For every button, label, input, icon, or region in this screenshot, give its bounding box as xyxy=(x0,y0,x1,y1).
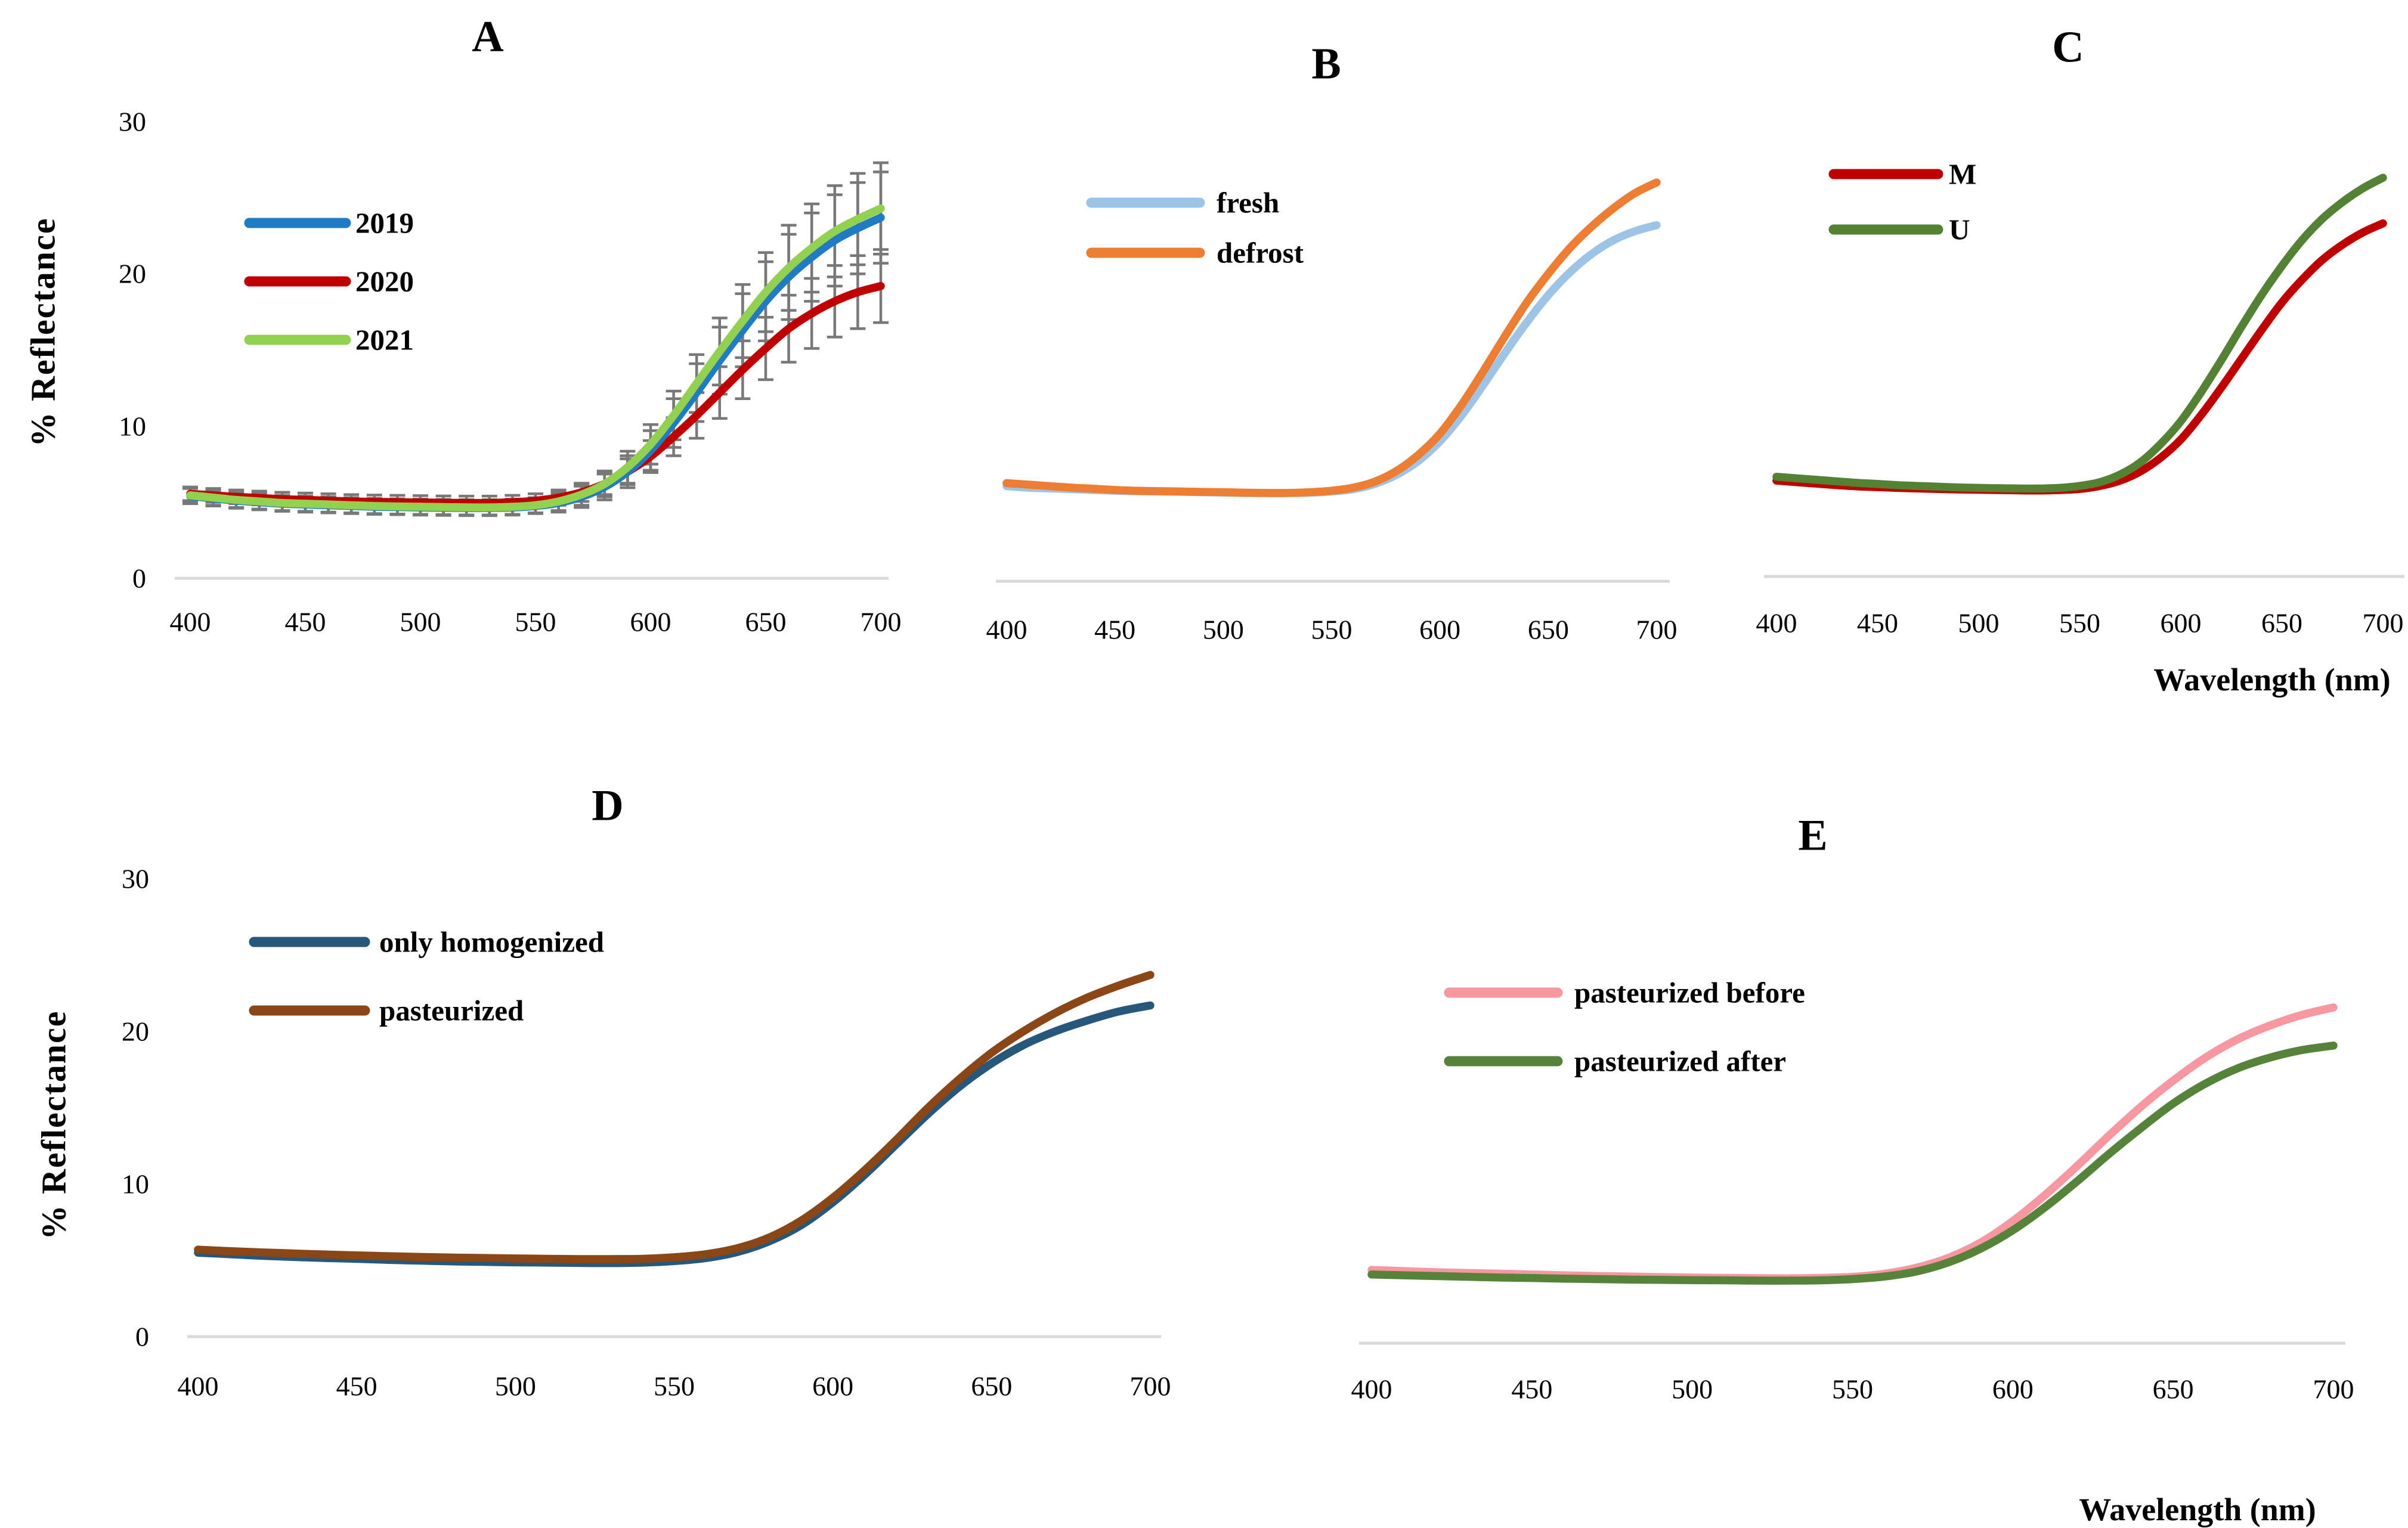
legend-label-pasteurized-before: pasteurized before xyxy=(1574,976,1805,1009)
legend-label-defrost: defrost xyxy=(1217,236,1304,269)
x-tick-label: 550 xyxy=(1311,614,1352,645)
x-tick-label: 650 xyxy=(745,606,787,637)
x-tick-label: 500 xyxy=(494,1371,536,1402)
legend-label-fresh: fresh xyxy=(1217,186,1280,219)
panel-c-xlabel: Wavelength (nm) xyxy=(2153,662,2391,698)
x-tick-label: 650 xyxy=(2261,608,2302,639)
panel-b-title: B xyxy=(1311,39,1341,89)
legend-label-2019: 2019 xyxy=(355,206,414,240)
x-tick-label: 700 xyxy=(860,606,902,637)
x-tick-label: 550 xyxy=(2059,608,2100,639)
x-tick-label: 700 xyxy=(2362,608,2404,639)
panel-e-title: E xyxy=(1798,811,1828,860)
panel-e-xlabel: Wavelength (nm) xyxy=(2079,1492,2316,1527)
x-tick-label: 600 xyxy=(1992,1374,2034,1405)
x-tick-label: 400 xyxy=(177,1371,219,1402)
legend-label-2020: 2020 xyxy=(355,265,414,298)
x-tick-label: 450 xyxy=(1094,614,1136,645)
x-tick-label: 500 xyxy=(1958,608,2000,639)
x-tick-label: 700 xyxy=(2313,1374,2354,1405)
series-curve-M xyxy=(1772,219,2387,495)
series-curve-2020 xyxy=(186,282,885,507)
x-tick-label: 600 xyxy=(812,1371,854,1402)
x-tick-label: 650 xyxy=(1527,614,1569,645)
x-tick-label: 700 xyxy=(1129,1371,1171,1402)
panel-E xyxy=(1359,987,2345,1345)
legend-label-pasteurized: pasteurized xyxy=(379,994,524,1027)
panel-D xyxy=(187,937,1161,1338)
y-tick-label: 0 xyxy=(135,1321,149,1352)
x-tick-label: 600 xyxy=(2160,608,2202,639)
x-tick-label: 550 xyxy=(515,606,556,637)
y-tick-label: 0 xyxy=(132,563,146,594)
legend-label-only-homogenized: only homogenized xyxy=(379,925,605,959)
x-tick-label: 400 xyxy=(1756,608,1797,639)
series-curve-U xyxy=(1772,173,2387,493)
x-tick-label: 500 xyxy=(1672,1374,1713,1405)
x-tick-label: 650 xyxy=(971,1371,1013,1402)
x-tick-label: 400 xyxy=(169,606,211,637)
legend-label-pasteurized-after: pasteurized after xyxy=(1574,1045,1787,1078)
y-tick-label: 10 xyxy=(122,1169,149,1200)
x-tick-label: 500 xyxy=(1202,614,1244,645)
x-tick-label: 500 xyxy=(400,606,441,637)
x-tick-label: 450 xyxy=(284,606,326,637)
x-tick-label: 450 xyxy=(1857,608,1898,639)
series-curve-pasteurized-before xyxy=(1367,1003,2338,1282)
x-tick-label: 550 xyxy=(1832,1374,1873,1405)
panel-a-ylabel: % Reflectance xyxy=(23,217,63,447)
y-tick-label: 20 xyxy=(122,1016,149,1047)
x-tick-label: 450 xyxy=(336,1371,377,1402)
panel-d-title: D xyxy=(592,781,624,830)
series-curve-defrost xyxy=(1002,178,1661,497)
legend-label-U: U xyxy=(1949,213,1970,246)
x-tick-label: 550 xyxy=(654,1371,695,1402)
y-tick-label: 10 xyxy=(119,411,146,442)
y-tick-label: 30 xyxy=(122,863,149,894)
series-curve-pasteurized xyxy=(194,971,1155,1263)
x-tick-label: 450 xyxy=(1511,1374,1553,1405)
x-tick-label: 400 xyxy=(986,614,1027,645)
legend-label-M: M xyxy=(1949,157,1977,191)
panel-a-title: A xyxy=(472,12,504,61)
y-tick-label: 20 xyxy=(119,258,146,289)
panel-B xyxy=(996,178,1670,583)
series-curve-pasteurized-after xyxy=(1367,1042,2338,1285)
x-tick-label: 400 xyxy=(1351,1374,1392,1405)
series-curve-2021 xyxy=(186,204,885,512)
legend-label-2021: 2021 xyxy=(355,323,414,357)
series-curve-2019 xyxy=(186,213,885,512)
x-tick-label: 600 xyxy=(1419,614,1461,645)
x-tick-label: 600 xyxy=(630,606,671,637)
panel-C xyxy=(1764,169,2404,578)
panel-d-ylabel: % Reflectance xyxy=(34,1010,73,1240)
panel-A xyxy=(175,161,889,580)
panel-c-title: C xyxy=(2052,23,2084,72)
x-tick-label: 650 xyxy=(2152,1374,2194,1405)
y-tick-label: 30 xyxy=(119,106,146,137)
x-tick-label: 700 xyxy=(1636,614,1677,645)
